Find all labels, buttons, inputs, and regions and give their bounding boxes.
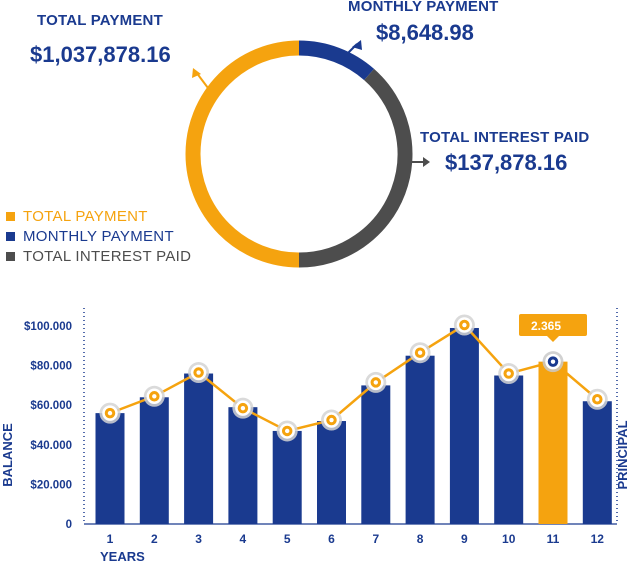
bar-9[interactable] [449, 327, 479, 524]
monthly-payment-value: $8,648.98 [376, 20, 474, 45]
callout-arrows [192, 40, 430, 167]
y-tick-label: $20.000 [30, 479, 72, 491]
marker-dot [506, 371, 511, 376]
x-tick-label: 12 [591, 532, 605, 546]
marker-dot [373, 380, 378, 385]
marker-dot [285, 428, 290, 434]
bar-3[interactable] [184, 373, 214, 524]
y-tick-label: 0 [66, 519, 72, 531]
marker-dot [417, 350, 423, 355]
marker-dot [107, 410, 113, 416]
y-axis-title: BALANCE [0, 423, 15, 487]
tooltip-pointer [547, 336, 559, 342]
marker-dot [152, 394, 157, 399]
x-tick-label: 10 [502, 532, 516, 546]
legend-label-monthly-payment: MONTHLY PAYMENT [23, 227, 174, 245]
legend: TOTAL PAYMENT MONTHLY PAYMENT TOTAL INTE… [6, 206, 191, 266]
x-tick-label: 11 [547, 532, 560, 546]
x-tick-label: 5 [284, 532, 291, 546]
marker-dot [240, 405, 246, 411]
trend-line [109, 323, 599, 433]
marker-dot [550, 359, 556, 364]
bar-11[interactable] [538, 361, 568, 524]
y-tick-label: $60.000 [30, 400, 72, 412]
marker-dot [595, 397, 600, 402]
x-tick-label: 2 [151, 532, 158, 546]
x-tick-label: 6 [328, 532, 335, 546]
monthly-payment-label: MONTHLY PAYMENT [348, 0, 499, 15]
arrow-monthly-payment-head [352, 40, 362, 50]
donut-segment-0 [298, 40, 375, 81]
total-payment-label: TOTAL PAYMENT [37, 12, 163, 29]
total-payment-value: $1,037,878.16 [30, 42, 171, 67]
legend-swatch-total-interest [6, 251, 15, 261]
donut-segment-1 [298, 68, 413, 268]
x-tick-label: 7 [372, 532, 379, 546]
right-axis-title: PRINCIPAL [615, 420, 629, 489]
x-tick-label: 1 [107, 532, 114, 546]
total-interest-value: $137,878.16 [445, 150, 568, 175]
bar-4[interactable] [228, 407, 258, 524]
bar-6[interactable] [317, 421, 346, 524]
tooltip-text: 2.365 [531, 319, 561, 333]
balance-chart: 0 $20.000 $40.000 $60.000 $80.000 $100.000 BAL… [0, 308, 629, 563]
tooltip [519, 314, 587, 336]
y-tick-label: $40.000 [30, 440, 72, 452]
legend-swatch-monthly-payment [6, 231, 15, 241]
marker-dot [196, 370, 201, 375]
donut-chart [185, 40, 430, 268]
y-tick-label: $80.000 [30, 361, 72, 373]
legend-item-monthly-payment: MONTHLY PAYMENT [6, 226, 191, 246]
legend-label-total-payment: TOTAL PAYMENT [23, 207, 148, 225]
bar-7[interactable] [361, 385, 391, 524]
total-interest-label: TOTAL INTEREST PAID [420, 129, 590, 146]
arrow-total-payment-head [192, 68, 201, 78]
legend-item-total-interest: TOTAL INTEREST PAID [6, 246, 191, 266]
bar-1[interactable] [95, 413, 125, 524]
marker-dot [329, 417, 334, 423]
marker-dot [462, 322, 467, 328]
x-tick-label: 9 [461, 532, 468, 546]
bar-5[interactable] [272, 430, 302, 524]
x-tick-label: 3 [195, 532, 202, 546]
bar-12[interactable] [582, 401, 612, 524]
legend-swatch-total-payment [6, 211, 15, 221]
donut-segment-2 [185, 40, 300, 268]
bar-10[interactable] [494, 375, 524, 525]
bar-8[interactable] [405, 355, 435, 524]
arrow-total-interest-head [423, 157, 430, 167]
x-tick-label: 4 [240, 532, 247, 546]
bar-2[interactable] [139, 397, 169, 524]
x-axis-title: YEARS [100, 549, 145, 563]
y-tick-label: $100.000 [24, 321, 72, 333]
legend-label-total-interest: TOTAL INTEREST PAID [23, 247, 192, 265]
x-tick-label: 8 [417, 532, 424, 546]
legend-item-total-payment: TOTAL PAYMENT [6, 206, 191, 226]
